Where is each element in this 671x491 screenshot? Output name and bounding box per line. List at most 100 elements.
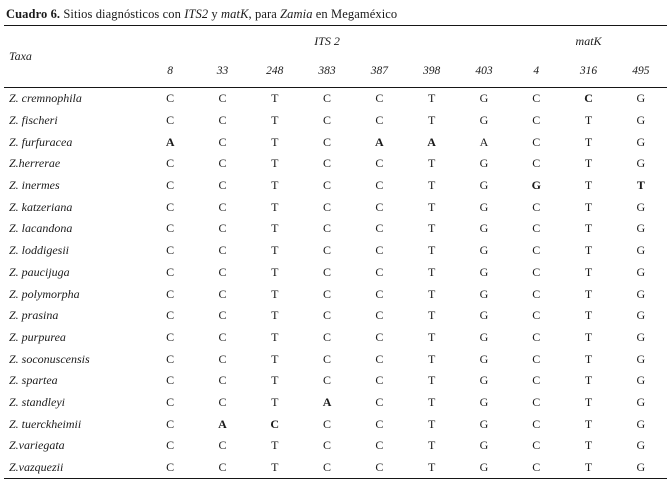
site-value-cell: T: [427, 91, 436, 106]
site-value-cell: C: [166, 373, 175, 388]
site-value-cell: C: [584, 91, 593, 106]
caption-segment: Cuadro 6.: [6, 7, 61, 21]
site-value-cell: C: [532, 134, 541, 149]
site-value-cell: A: [479, 134, 489, 149]
site-value-cell: C: [532, 199, 541, 214]
site-value-cell: G: [479, 199, 489, 214]
site-value-cell: G: [636, 373, 646, 388]
site-value-cell: T: [584, 308, 593, 323]
position-header: 387: [370, 65, 388, 77]
taxa-column-header: Taxa: [9, 49, 32, 63]
site-value-cell: C: [532, 438, 541, 453]
site-value-cell: T: [271, 243, 279, 258]
site-value-cell: C: [218, 113, 227, 128]
site-value-cell: C: [323, 308, 332, 323]
group-header: matK: [575, 33, 602, 48]
site-value-cell: C: [375, 308, 384, 323]
site-value-cell: C: [218, 156, 227, 171]
site-value-cell: C: [532, 113, 541, 128]
site-value-cell: T: [427, 394, 436, 409]
site-value-cell: C: [323, 199, 332, 214]
site-value-cell: T: [271, 91, 279, 106]
site-value-cell: T: [427, 373, 436, 388]
site-value-cell: G: [479, 264, 489, 279]
site-value-cell: T: [427, 156, 436, 171]
site-value-cell: T: [271, 394, 279, 409]
table-header: Taxa ITS 2 matK 8 33 248 383 387 398 403 4 316 495: [4, 26, 667, 87]
site-value-cell: G: [636, 221, 646, 236]
taxon-label: Z.variegata: [9, 438, 65, 453]
site-value-cell: C: [166, 91, 175, 106]
site-value-cell: A: [427, 134, 436, 149]
site-value-cell: C: [218, 438, 227, 453]
site-value-cell: G: [531, 178, 541, 193]
site-value-cell: C: [218, 373, 227, 388]
site-value-cell: T: [427, 460, 436, 475]
site-value-cell: C: [532, 156, 541, 171]
site-value-cell: C: [532, 460, 541, 475]
site-value-cell: G: [636, 460, 646, 475]
site-value-cell: C: [323, 134, 332, 149]
position-header: 33: [216, 65, 229, 77]
site-value-cell: T: [271, 351, 279, 366]
site-value-cell: C: [218, 286, 227, 301]
taxon-label: Z. lacandona: [9, 221, 73, 236]
position-header: 403: [475, 65, 493, 77]
site-value-cell: C: [166, 113, 175, 128]
site-value-cell: C: [166, 394, 175, 409]
site-value-cell: C: [375, 416, 384, 431]
site-value-cell: C: [166, 221, 175, 236]
site-value-cell: C: [375, 351, 384, 366]
site-value-cell: T: [584, 460, 593, 475]
site-value-cell: G: [636, 394, 646, 409]
site-value-cell: T: [427, 243, 436, 258]
site-value-cell: C: [375, 286, 384, 301]
site-value-cell: G: [636, 134, 646, 149]
site-value-cell: C: [166, 156, 175, 171]
site-value-cell: C: [166, 308, 175, 323]
site-value-cell: C: [218, 178, 227, 193]
site-value-cell: C: [323, 460, 332, 475]
site-value-cell: C: [218, 91, 227, 106]
site-value-cell: C: [323, 373, 332, 388]
site-value-cell: C: [375, 243, 384, 258]
taxon-label: Z. spartea: [9, 373, 58, 388]
site-value-cell: G: [479, 156, 489, 171]
site-value-cell: T: [584, 178, 593, 193]
site-value-cell: C: [375, 199, 384, 214]
site-value-cell: G: [636, 438, 646, 453]
site-value-cell: C: [218, 329, 227, 344]
site-value-cell: T: [584, 329, 593, 344]
caption-segment: ITS2: [184, 7, 209, 21]
taxon-label: Z.vazquezii: [9, 460, 64, 475]
taxon-label: Z. loddigesii: [9, 243, 70, 258]
site-value-cell: C: [218, 221, 227, 236]
site-value-cell: C: [532, 221, 541, 236]
site-value-cell: C: [532, 373, 541, 388]
site-value-cell: C: [532, 91, 541, 106]
site-value-cell: G: [479, 373, 489, 388]
site-value-cell: G: [479, 243, 489, 258]
site-value-cell: C: [323, 221, 332, 236]
site-value-cell: C: [375, 460, 384, 475]
site-value-cell: T: [427, 438, 436, 453]
site-value-cell: G: [479, 221, 489, 236]
site-value-cell: C: [218, 199, 227, 214]
site-value-cell: T: [584, 286, 593, 301]
site-value-cell: T: [584, 134, 593, 149]
group-header: ITS 2: [314, 33, 340, 48]
site-value-cell: T: [427, 329, 436, 344]
site-value-cell: C: [166, 416, 175, 431]
site-value-cell: C: [323, 438, 332, 453]
site-value-cell: T: [584, 156, 593, 171]
site-value-cell: T: [271, 373, 279, 388]
site-value-cell: C: [375, 394, 384, 409]
site-value-cell: C: [323, 243, 332, 258]
caption-segment: en Megaméxico: [312, 7, 398, 21]
top-rule: [4, 25, 667, 26]
site-value-cell: C: [166, 199, 175, 214]
site-value-cell: T: [584, 113, 593, 128]
site-value-cell: C: [323, 113, 332, 128]
site-value-cell: G: [479, 329, 489, 344]
site-value-cell: T: [271, 308, 279, 323]
